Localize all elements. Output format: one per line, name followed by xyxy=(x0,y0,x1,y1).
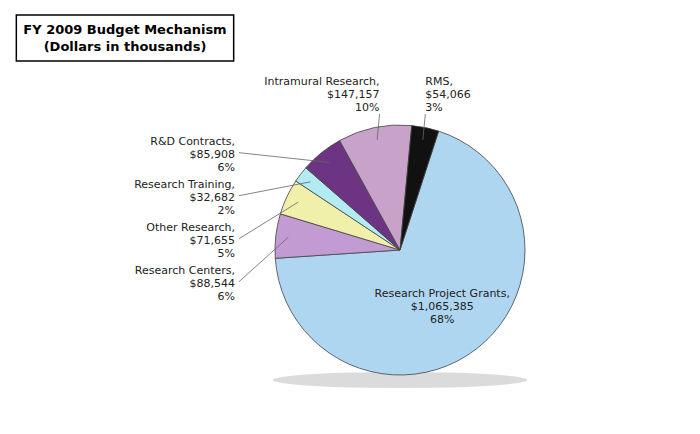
slice-label: R&D Contracts,$85,9086% xyxy=(150,135,235,174)
leader-line xyxy=(239,237,288,281)
slice-label: Research Project Grants,$1,065,38568% xyxy=(375,287,510,326)
category-label: RMS, xyxy=(425,75,453,88)
value-label: $147,157 xyxy=(327,88,380,101)
pie-slice xyxy=(400,126,439,250)
percent-label: 6% xyxy=(218,290,235,303)
leader-line xyxy=(239,153,329,163)
title: FY 2009 Budget Mechanism xyxy=(23,22,226,37)
category-label: Research Centers, xyxy=(135,264,235,277)
title-box: FY 2009 Budget Mechanism (Dollars in thou… xyxy=(16,15,233,61)
percent-label: 3% xyxy=(425,101,442,114)
title-frame xyxy=(16,15,233,61)
value-label: $71,655 xyxy=(190,234,236,247)
percent-label: 5% xyxy=(218,247,235,260)
slice-label: Research Centers,$88,5446% xyxy=(135,264,235,303)
leader-line xyxy=(377,114,379,140)
slice-label: Research Training,$32,6822% xyxy=(134,178,235,217)
percent-label: 10% xyxy=(355,101,379,114)
leader-line xyxy=(423,114,426,140)
value-label: $32,682 xyxy=(190,191,236,204)
category-label: Research Training, xyxy=(134,178,235,191)
chart: Research Project Grants,$1,065,38568% R&D… xyxy=(0,0,700,434)
slice-label: RMS,$54,0663% xyxy=(425,75,471,114)
category-label: Intramural Research, xyxy=(264,75,379,88)
value-label: $54,066 xyxy=(425,88,471,101)
category-label: Research Project Grants, xyxy=(375,287,510,300)
value-label: $1,065,385 xyxy=(411,300,474,313)
leader-line xyxy=(239,182,311,196)
slices xyxy=(275,125,525,375)
value-label: $85,908 xyxy=(190,148,236,161)
leader-line xyxy=(239,202,298,239)
category-label: R&D Contracts, xyxy=(150,135,235,148)
value-label: $88,544 xyxy=(190,277,236,290)
slice-label: Other Research,$71,6555% xyxy=(146,221,235,260)
slice-labels: Research Project Grants,$1,065,38568% R&D… xyxy=(134,75,510,326)
percent-label: 68% xyxy=(430,313,454,326)
percent-label: 6% xyxy=(218,161,235,174)
leader-lines xyxy=(239,114,425,282)
pie-slice xyxy=(340,125,412,250)
percent-label: 2% xyxy=(218,204,235,217)
category-label: Other Research, xyxy=(146,221,235,234)
slice-label: Intramural Research,$147,15710% xyxy=(264,75,379,114)
subtitle: (Dollars in thousands) xyxy=(44,39,207,54)
